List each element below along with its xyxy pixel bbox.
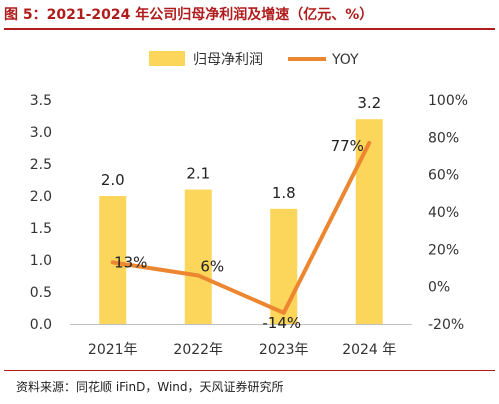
y-left-tick-label: 3.0: [30, 125, 52, 141]
footer-rule: [4, 370, 495, 371]
x-tick-label: 2024 年: [342, 342, 396, 358]
bar-3: [270, 208, 298, 324]
bar-value-label: 3.2: [357, 94, 381, 112]
legend-swatch-bar: [149, 51, 185, 66]
y-left-tick-label: 1.5: [30, 221, 52, 237]
y-left-tick-label: 0.0: [30, 317, 52, 333]
bar-value-label: 2.0: [101, 171, 125, 189]
chart-title: 图 5：2021-2024 年公司归母净利润及增速（亿元、%）: [4, 7, 374, 23]
y-left-tick-label: 0.5: [30, 285, 52, 301]
yoy-line: [110, 140, 372, 315]
bar-1: [99, 196, 127, 324]
yoy-value-label: 6%: [200, 257, 224, 275]
y-right-tick-label: 20%: [428, 242, 459, 258]
y-left-tick-label: 1.0: [30, 253, 52, 269]
x-tick-label: 2021年: [88, 342, 138, 358]
yoy-value-label: -14%: [262, 314, 301, 332]
y-right-tick-label: 40%: [428, 205, 459, 221]
bar-value-label: 2.1: [186, 165, 210, 183]
y-left-tick-label: 2.0: [30, 189, 52, 205]
y-right-tick-label: 80%: [428, 130, 459, 146]
y-left-tick-label: 2.5: [30, 157, 52, 173]
y-left-tick-label: 3.5: [30, 93, 52, 109]
y-right-tick-label: 0%: [428, 280, 450, 296]
y-right-tick-label: 100%: [428, 93, 468, 109]
legend-label-bar: 归母净利润: [193, 51, 263, 68]
y-right-tick-label: -20%: [428, 317, 464, 333]
y-right-tick-label: 60%: [428, 168, 459, 184]
legend-label-line: YOY: [331, 52, 359, 68]
title-rule: [4, 28, 495, 30]
yoy-value-label: 13%: [114, 253, 147, 271]
x-tick-label: 2023年: [259, 342, 309, 358]
bar-value-label: 1.8: [272, 184, 296, 202]
bar-2: [184, 189, 212, 324]
bar-4: [355, 119, 383, 324]
yoy-value-label: 77%: [331, 137, 364, 155]
source-note: 资料来源：同花顺 iFinD，Wind，天风证券研究所: [16, 380, 284, 394]
x-tick-label: 2022年: [173, 342, 223, 358]
